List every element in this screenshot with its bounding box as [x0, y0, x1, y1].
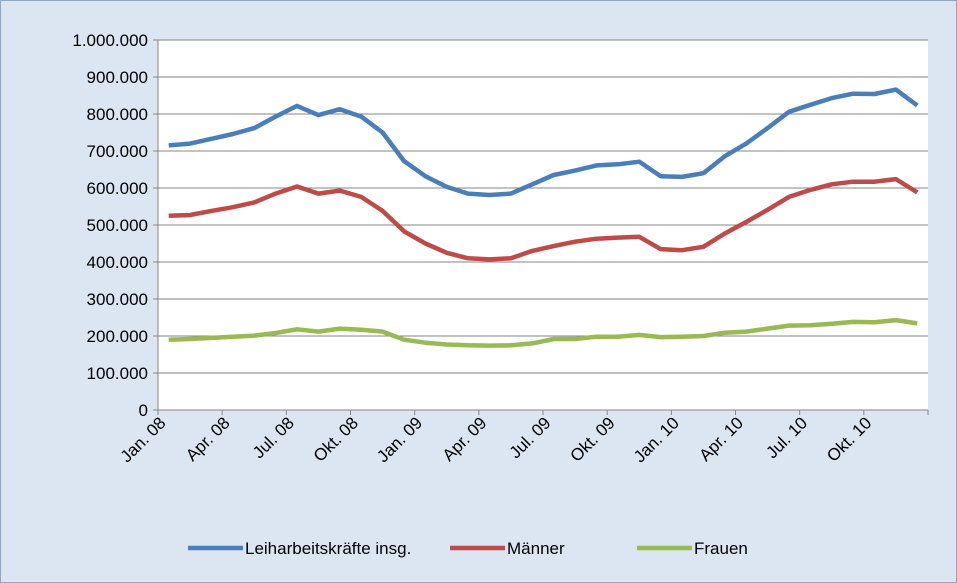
y-tick-label: 700.000 — [87, 142, 148, 161]
y-tick-label: 300.000 — [87, 290, 148, 309]
y-tick-label: 0 — [139, 401, 148, 420]
y-tick-label: 800.000 — [87, 105, 148, 124]
legend-label: Frauen — [694, 539, 748, 558]
y-tick-label: 1.000.000 — [72, 31, 148, 50]
legend-label: Männer — [507, 539, 565, 558]
y-tick-label: 900.000 — [87, 68, 148, 87]
y-tick-label: 600.000 — [87, 179, 148, 198]
y-tick-label: 400.000 — [87, 253, 148, 272]
y-tick-label: 100.000 — [87, 364, 148, 383]
series-line — [168, 317, 918, 348]
series-line — [168, 176, 919, 262]
series-line — [168, 87, 919, 198]
y-tick-label: 200.000 — [87, 327, 148, 346]
legend-label: Leiharbeitskräfte insg. — [245, 539, 411, 558]
y-tick-label: 500.000 — [87, 216, 148, 235]
